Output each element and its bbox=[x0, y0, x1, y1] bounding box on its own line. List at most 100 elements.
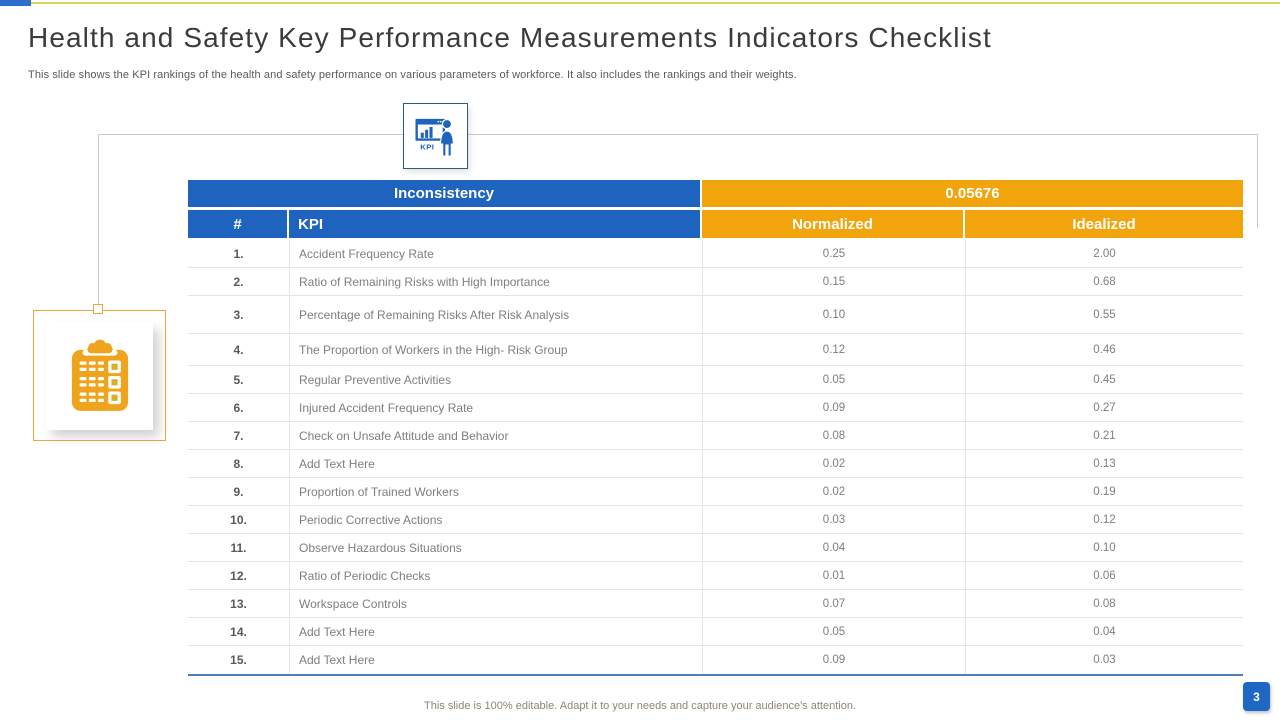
top-left-accent-bar bbox=[0, 0, 31, 6]
cell-kpi-name: Add Text Here bbox=[289, 618, 702, 645]
cell-idealized-value: 0.13 bbox=[965, 450, 1243, 477]
cell-idealized-value: 0.21 bbox=[965, 422, 1243, 449]
summary-value-cell: 0.05676 bbox=[702, 180, 1243, 207]
cell-kpi-name: Workspace Controls bbox=[289, 590, 702, 617]
cell-kpi-name: Add Text Here bbox=[289, 646, 702, 674]
connector-line-vertical-right bbox=[1257, 134, 1258, 228]
table-row: 9. Proportion of Trained Workers 0.02 0.19 bbox=[188, 478, 1243, 506]
cell-normalized-value: 0.02 bbox=[702, 450, 965, 477]
svg-text:KPI: KPI bbox=[420, 142, 434, 151]
connector-handle bbox=[93, 304, 103, 314]
column-header-normalized: Normalized bbox=[702, 210, 965, 238]
cell-idealized-value: 0.04 bbox=[965, 618, 1243, 645]
cell-rank: 1. bbox=[233, 246, 244, 261]
cell-idealized-value: 0.45 bbox=[965, 366, 1243, 393]
table-row: 12. Ratio of Periodic Checks 0.01 0.06 bbox=[188, 562, 1243, 590]
column-header-idealized: Idealized bbox=[965, 210, 1243, 238]
clipboard-checklist-icon bbox=[71, 339, 128, 411]
cell-rank: 5. bbox=[233, 372, 244, 387]
column-header-kpi: KPI bbox=[289, 210, 702, 238]
cell-kpi-name: Check on Unsafe Attitude and Behavior bbox=[289, 422, 702, 449]
cell-kpi-name: Percentage of Remaining Risks After Risk… bbox=[289, 296, 702, 333]
table-row: 11. Observe Hazardous Situations 0.04 0.10 bbox=[188, 534, 1243, 562]
connector-line-vertical-left bbox=[98, 134, 99, 305]
cell-normalized-value: 0.03 bbox=[702, 506, 965, 533]
cell-normalized-value: 0.10 bbox=[702, 296, 965, 333]
cell-idealized-value: 0.08 bbox=[965, 590, 1243, 617]
cell-kpi-name: Injured Accident Frequency Rate bbox=[289, 394, 702, 421]
cell-kpi-name: Observe Hazardous Situations bbox=[289, 534, 702, 561]
table-row: 3. Percentage of Remaining Risks After Ri… bbox=[188, 296, 1243, 334]
cell-rank: 12. bbox=[230, 568, 247, 583]
cell-rank: 8. bbox=[233, 456, 244, 471]
cell-idealized-value: 0.03 bbox=[965, 646, 1243, 674]
cell-idealized-value: 0.27 bbox=[965, 394, 1243, 421]
table-row: 10. Periodic Corrective Actions 0.03 0.12 bbox=[188, 506, 1243, 534]
kpi-table-body: 1. Accident Frequency Rate 0.25 2.00 2. Ratio… bbox=[188, 240, 1243, 676]
cell-rank: 13. bbox=[230, 596, 247, 611]
cell-normalized-value: 0.09 bbox=[702, 646, 965, 674]
top-divider-line bbox=[0, 2, 1280, 4]
table-row: 5. Regular Preventive Activities 0.05 0.45 bbox=[188, 366, 1243, 394]
cell-kpi-name: Regular Preventive Activities bbox=[289, 366, 702, 393]
table-header-row: # KPI Normalized Idealized bbox=[188, 210, 1243, 238]
table-row: 15. Add Text Here 0.09 0.03 bbox=[188, 646, 1243, 674]
cell-normalized-value: 0.07 bbox=[702, 590, 965, 617]
table-row: 8. Add Text Here 0.02 0.13 bbox=[188, 450, 1243, 478]
cell-idealized-value: 0.06 bbox=[965, 562, 1243, 589]
cell-rank: 4. bbox=[233, 342, 244, 357]
table-row: 6. Injured Accident Frequency Rate 0.09 0.2… bbox=[188, 394, 1243, 422]
cell-idealized-value: 0.68 bbox=[965, 268, 1243, 295]
cell-kpi-name: Proportion of Trained Workers bbox=[289, 478, 702, 505]
cell-rank: 2. bbox=[233, 274, 244, 289]
column-header-number: # bbox=[188, 210, 289, 238]
cell-normalized-value: 0.05 bbox=[702, 366, 965, 393]
cell-idealized-value: 0.19 bbox=[965, 478, 1243, 505]
cell-normalized-value: 0.02 bbox=[702, 478, 965, 505]
footer-note: This slide is 100% editable. Adapt it to… bbox=[424, 700, 856, 712]
connector-line-horizontal bbox=[98, 134, 1257, 135]
kpi-dashboard-presenter-icon: KPI bbox=[414, 118, 454, 157]
table-row: 14. Add Text Here 0.05 0.04 bbox=[188, 618, 1243, 646]
cell-normalized-value: 0.15 bbox=[702, 268, 965, 295]
table-row: 2. Ratio of Remaining Risks with High Imp… bbox=[188, 268, 1243, 296]
table-row: 1. Accident Frequency Rate 0.25 2.00 bbox=[188, 240, 1243, 268]
cell-idealized-value: 0.55 bbox=[965, 296, 1243, 333]
cell-idealized-value: 0.46 bbox=[965, 334, 1243, 365]
cell-rank: 14. bbox=[230, 624, 247, 639]
cell-kpi-name: The Proportion of Workers in the High- R… bbox=[289, 334, 702, 365]
summary-label-cell: Inconsistency bbox=[188, 180, 702, 207]
cell-kpi-name: Ratio of Remaining Risks with High Impor… bbox=[289, 268, 702, 295]
kpi-icon-card: KPI bbox=[403, 103, 468, 169]
cell-rank: 10. bbox=[230, 512, 247, 527]
cell-normalized-value: 0.12 bbox=[702, 334, 965, 365]
clipboard-icon-card bbox=[46, 322, 153, 430]
cell-rank: 7. bbox=[233, 428, 244, 443]
cell-rank: 9. bbox=[233, 484, 244, 499]
cell-kpi-name: Add Text Here bbox=[289, 450, 702, 477]
table-row: 7. Check on Unsafe Attitude and Behavior 0… bbox=[188, 422, 1243, 450]
kpi-table: Inconsistency 0.05676 # KPI Normalized I… bbox=[188, 180, 1243, 676]
cell-kpi-name: Ratio of Periodic Checks bbox=[289, 562, 702, 589]
page-number-badge: 3 bbox=[1243, 682, 1270, 711]
cell-normalized-value: 0.01 bbox=[702, 562, 965, 589]
slide-subtitle: This slide shows the KPI rankings of the… bbox=[28, 69, 797, 81]
cell-kpi-name: Accident Frequency Rate bbox=[289, 240, 702, 267]
cell-idealized-value: 0.10 bbox=[965, 534, 1243, 561]
cell-rank: 15. bbox=[230, 653, 247, 667]
cell-rank: 11. bbox=[230, 540, 247, 555]
cell-idealized-value: 2.00 bbox=[965, 240, 1243, 267]
table-row: 13. Workspace Controls 0.07 0.08 bbox=[188, 590, 1243, 618]
cell-normalized-value: 0.25 bbox=[702, 240, 965, 267]
table-row: 4. The Proportion of Workers in the High-… bbox=[188, 334, 1243, 366]
cell-kpi-name: Periodic Corrective Actions bbox=[289, 506, 702, 533]
cell-normalized-value: 0.09 bbox=[702, 394, 965, 421]
cell-normalized-value: 0.04 bbox=[702, 534, 965, 561]
cell-normalized-value: 0.08 bbox=[702, 422, 965, 449]
cell-rank: 6. bbox=[233, 400, 244, 415]
cell-normalized-value: 0.05 bbox=[702, 618, 965, 645]
cell-rank: 3. bbox=[233, 307, 244, 322]
cell-idealized-value: 0.12 bbox=[965, 506, 1243, 533]
table-summary-row: Inconsistency 0.05676 bbox=[188, 180, 1243, 207]
